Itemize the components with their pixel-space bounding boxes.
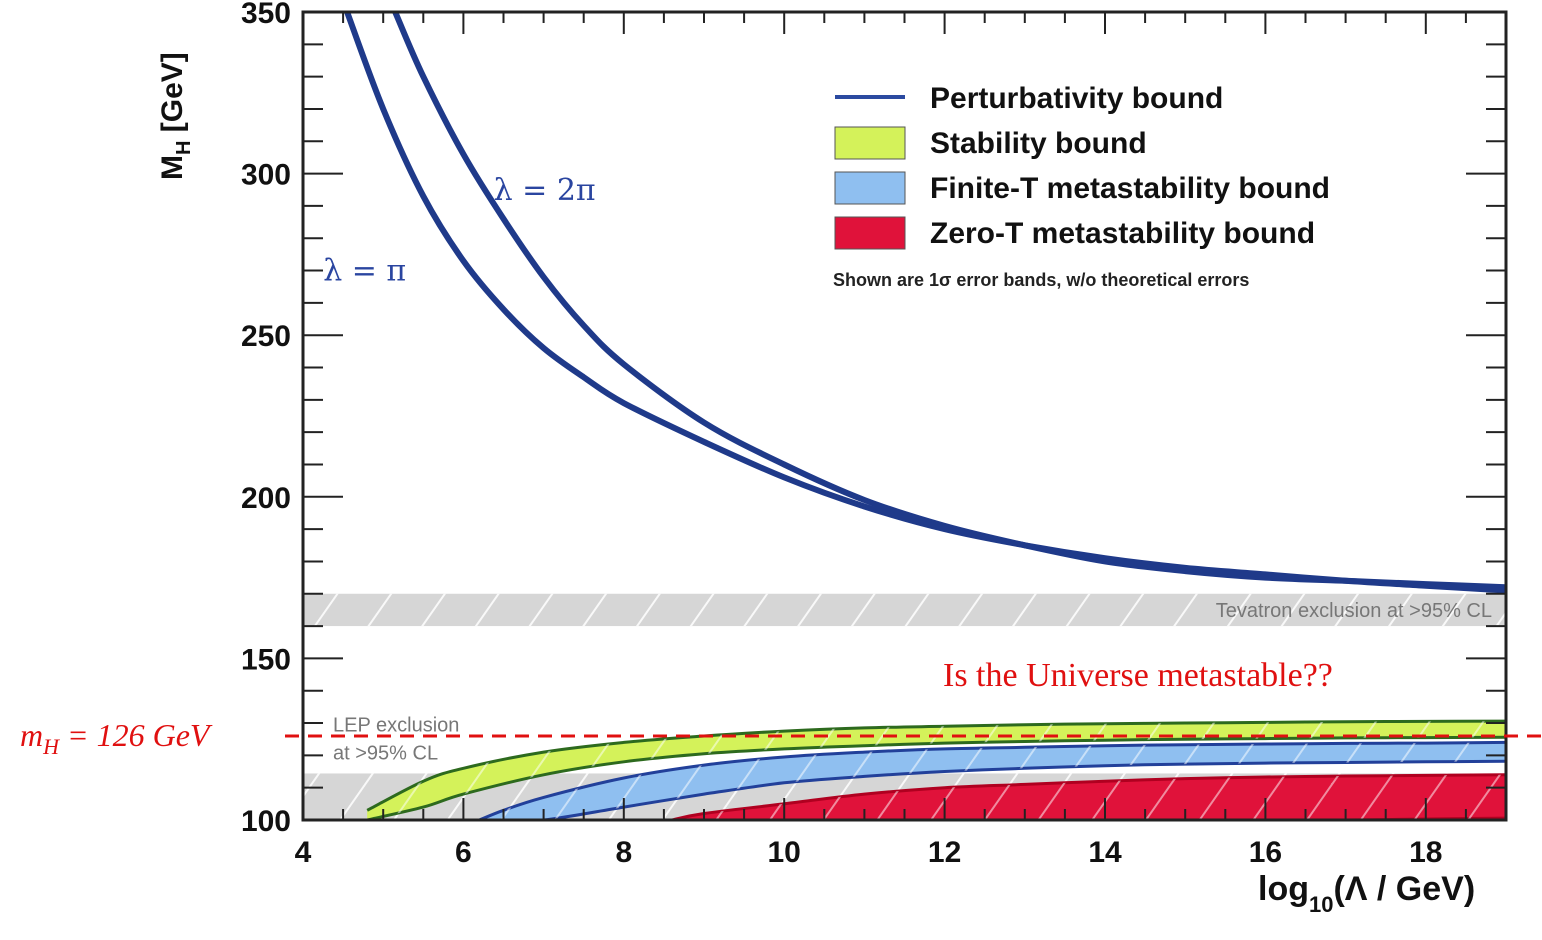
x-tick-label: 6 [455, 836, 472, 869]
lep-exclusion-label-line1: LEP exclusion [333, 714, 459, 736]
curve-label-lambda-pi: λ = π [323, 254, 406, 289]
legend-label-finite-t: Finite-T metastability bound [930, 172, 1330, 205]
legend-label-perturbativity: Perturbativity bound [930, 82, 1223, 115]
y-tick-label: 300 [241, 159, 291, 192]
x-axis-title: log10(Λ / GeV) [1258, 870, 1475, 917]
legend-swatch-finite-t [834, 171, 906, 205]
x-tick-label: 10 [768, 836, 801, 869]
band-hatch-finite-t-metastability-bound [479, 742, 1506, 820]
legend-label-zero-t: Zero-T metastability bound [930, 217, 1315, 250]
y-tick-label: 150 [241, 643, 291, 676]
x-tick-label: 12 [928, 836, 961, 869]
y-tick-label: 100 [241, 805, 291, 838]
y-axis-title: MH [GeV] [156, 52, 195, 180]
x-tick-label: 18 [1409, 836, 1442, 869]
curve-label-lambda-2pi: λ = 2π [494, 173, 596, 208]
tevatron-exclusion-hatch [303, 593, 1506, 627]
y-tick-label: 350 [241, 0, 291, 30]
perturbativity-curve-lambda-2pi [392, 12, 1506, 591]
legend-label-stability: Stability bound [930, 127, 1147, 160]
legend: Perturbativity bound Stability bound Fin… [833, 82, 1330, 290]
metastable-annotation: Is the Universe metastable?? [943, 657, 1333, 694]
legend-note: Shown are 1σ error bands, w/o theoretica… [833, 270, 1249, 290]
tevatron-exclusion-label: Tevatron exclusion at >95% CL [1216, 600, 1492, 622]
x-tick-label: 16 [1249, 836, 1282, 869]
perturbativity-curve-lambda-pi [344, 12, 1506, 594]
band-hatch-zero-t-metastability-bound [671, 774, 1506, 820]
x-tick-label: 8 [615, 836, 632, 869]
y-tick-label: 200 [241, 482, 291, 515]
y-tick-label: 250 [241, 320, 291, 353]
mh-126-reference-label: mH = 126 GeV [20, 717, 213, 759]
lep-exclusion-label-line2: at >95% CL [333, 742, 438, 764]
x-tick-label: 4 [295, 836, 312, 869]
legend-swatch-stability [834, 126, 906, 160]
band-hatch-stability-bound [367, 721, 1506, 820]
x-tick-label: 14 [1088, 836, 1122, 869]
legend-swatch-zero-t [834, 216, 906, 250]
band-edge-lower-stability-bound [366, 735, 1506, 820]
